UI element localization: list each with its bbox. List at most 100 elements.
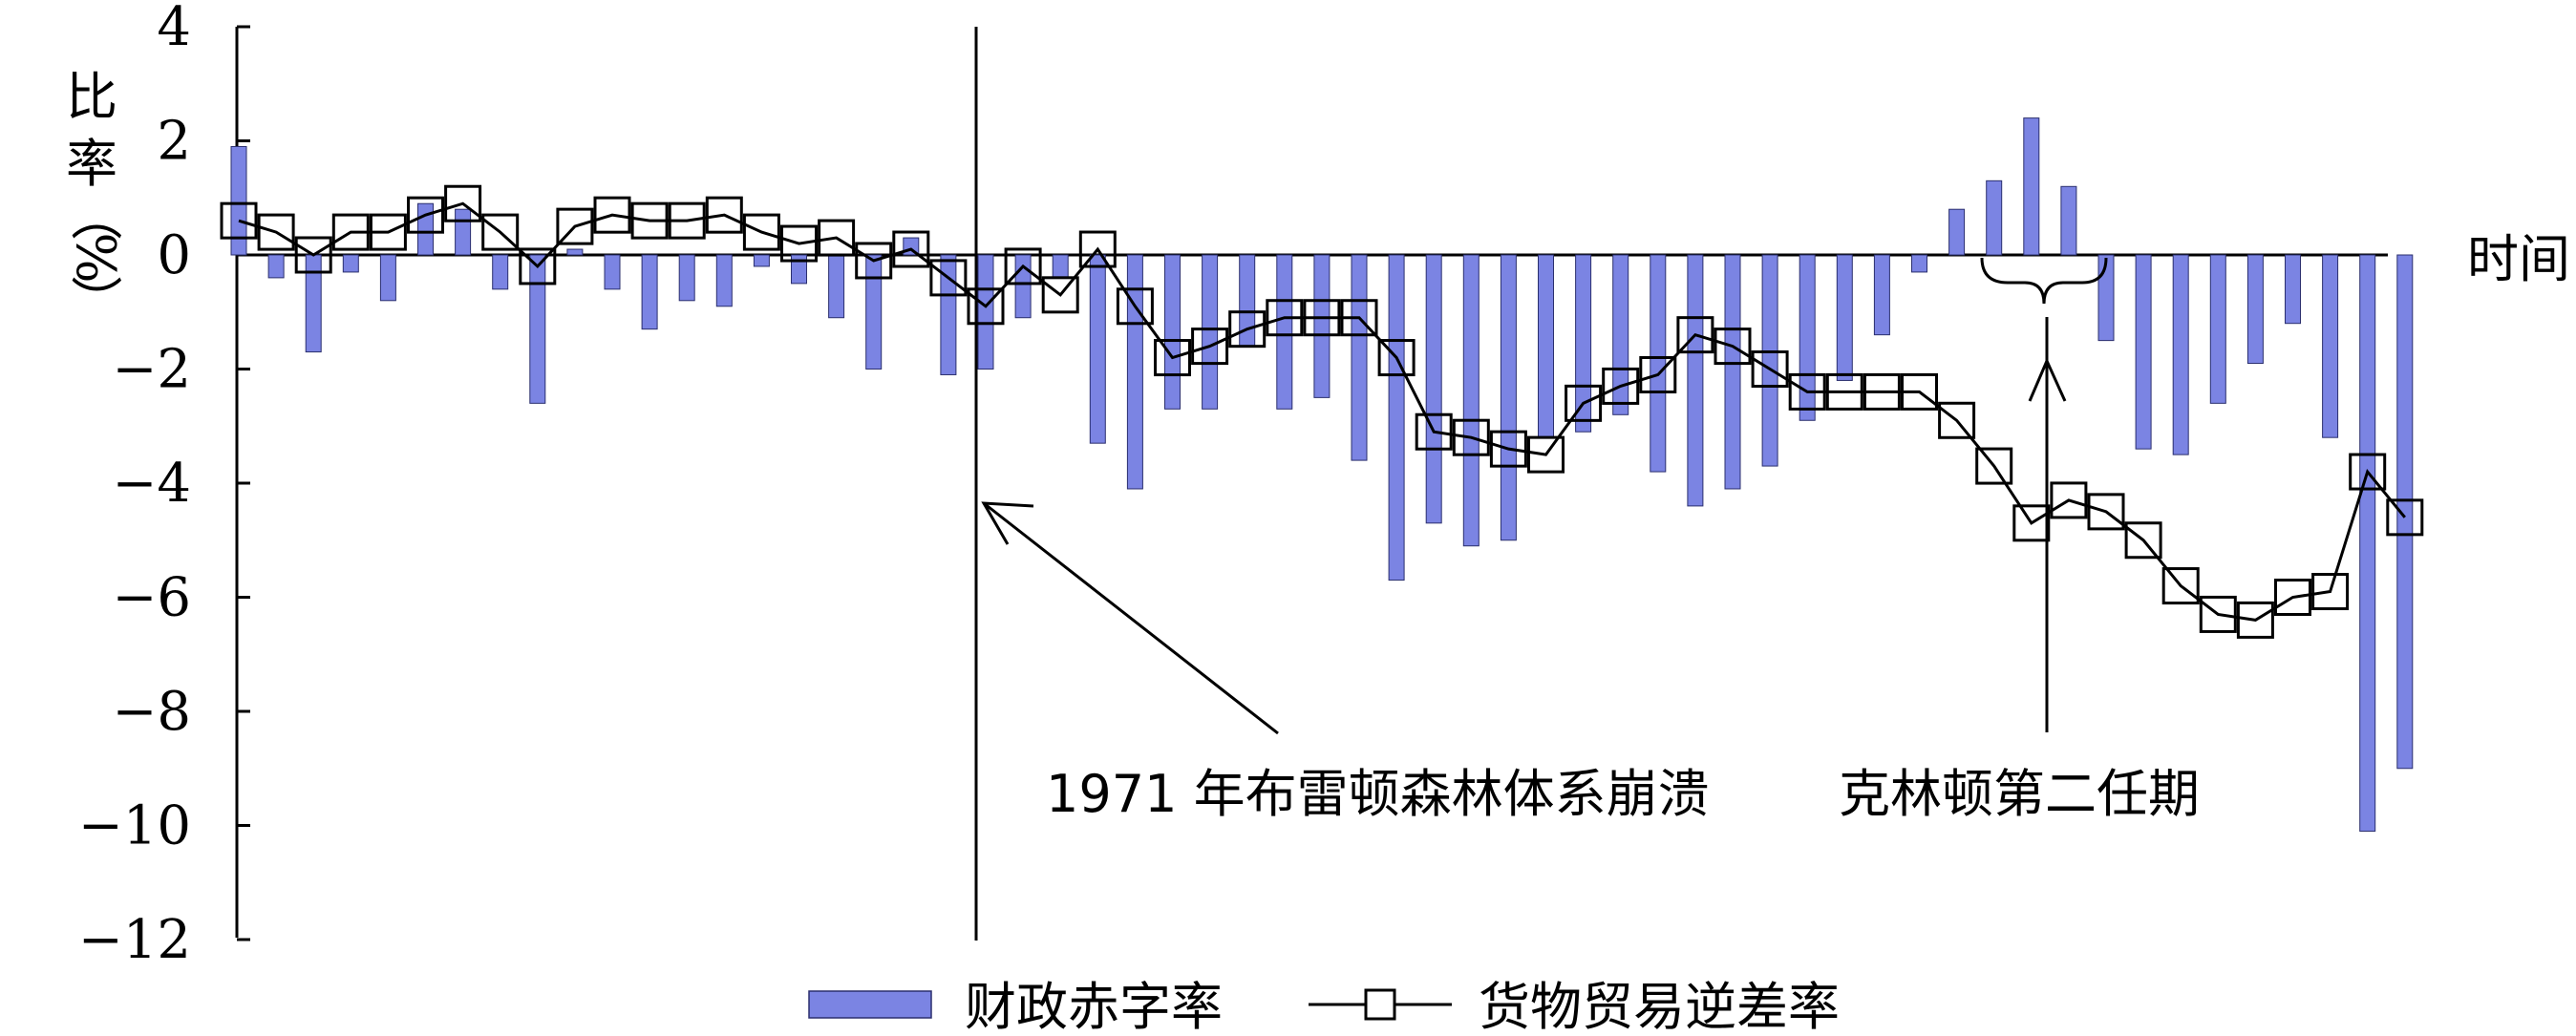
trade-deficit-marker [705, 196, 743, 234]
x-axis-label: 时间 [2467, 229, 2570, 289]
deficit-bar [1799, 254, 1816, 421]
y-tick-label: 2 [157, 111, 191, 173]
trade-deficit-marker [2050, 481, 2088, 519]
trade-deficit-marker [2349, 453, 2387, 491]
trade-deficit-marker [1415, 412, 1453, 451]
deficit-bar [2396, 254, 2414, 770]
trade-deficit-polyline [238, 201, 2406, 622]
trade-deficit-marker [1266, 299, 1304, 337]
y-axis-label-char: ） [65, 275, 125, 327]
deficit-bar [977, 254, 994, 370]
trade-deficit-marker [556, 207, 594, 245]
trade-deficit-marker [1863, 372, 1901, 411]
deficit-bar [2285, 254, 2301, 325]
deficit-bar [2135, 254, 2152, 450]
bretton-woods-arrowhead [981, 501, 1034, 545]
trade-deficit-marker [1788, 372, 1826, 411]
deficit-bar [492, 254, 509, 290]
deficit-bar [791, 254, 807, 285]
deficit-bar [417, 202, 434, 256]
deficit-bar [940, 254, 957, 375]
deficit-bar [1202, 254, 1219, 410]
clinton-brace [1980, 257, 2108, 305]
trade-deficit-marker [1527, 435, 1565, 474]
deficit-bar [2246, 254, 2264, 365]
trade-deficit-marker [444, 184, 482, 222]
trade-deficit-marker [1228, 310, 1267, 349]
deficit-bar [1351, 254, 1368, 461]
deficit-bar [455, 208, 472, 256]
deficit-bar [1388, 254, 1405, 581]
deficit-bar [828, 254, 845, 319]
deficit-bar [1052, 254, 1069, 279]
y-tick-label: 0 [157, 224, 191, 286]
annotation-clinton: 克林顿第二任期 [1839, 764, 2200, 824]
deficit-bar [1313, 254, 1331, 398]
y-axis-label-char: 率 [66, 134, 117, 194]
deficit-bar [1687, 254, 1704, 507]
trade-deficit-marker [818, 219, 856, 257]
trade-deficit-marker [1714, 328, 1752, 366]
deficit-bar [1538, 254, 1554, 438]
trade-deficit-marker [742, 213, 780, 251]
deficit-bar [2322, 254, 2339, 438]
trade-deficit-line [220, 184, 2424, 639]
trade-deficit-marker [2236, 601, 2274, 639]
deficit-bar [1612, 254, 1629, 415]
trade-deficit-marker [1901, 372, 1938, 411]
deficit-bar [230, 145, 247, 256]
y-tick-label: −6 [112, 567, 191, 629]
trade-deficit-marker [780, 224, 818, 263]
deficit-bar [1164, 254, 1181, 410]
deficit-bar [641, 254, 658, 330]
trade-deficit-marker [855, 242, 893, 280]
y-axis-ticks: 4 2 0 −2 −4 −6 −8 −10 −12 [78, 0, 250, 971]
trade-deficit-marker [2087, 493, 2125, 531]
y-tick-label: −4 [112, 453, 191, 515]
deficit-bar [1986, 180, 2003, 256]
deficit-bar [1724, 254, 1741, 490]
annotation-bretton-woods: 1971 年布雷顿森林体系崩溃 [1046, 764, 1710, 824]
y-axis-label: 比 率 （ % ） [64, 67, 126, 327]
deficit-bar [2172, 254, 2189, 455]
y-axis-label-char: % [64, 232, 126, 283]
trade-deficit-marker [2161, 567, 2200, 605]
trade-deficit-marker [519, 247, 557, 285]
deficit-bar [678, 254, 695, 302]
trade-deficit-marker [257, 213, 295, 251]
deficit-bar [1873, 254, 1890, 336]
trade-deficit-marker [1154, 339, 1191, 377]
legend-label-trade: 货物贸易逆差率 [1479, 977, 1840, 1036]
trade-deficit-marker [1489, 430, 1527, 468]
deficit-bar [342, 254, 359, 273]
trade-deficit-marker [2124, 521, 2162, 560]
trade-deficit-marker [1377, 339, 1416, 377]
deficit-bar [379, 254, 396, 302]
deficit-bar [1948, 208, 1966, 256]
trade-deficit-marker [668, 201, 706, 240]
y-tick-label: 4 [157, 0, 191, 58]
deficit-bar [1575, 254, 1592, 433]
deficit-bar [2097, 254, 2115, 342]
deficit-bar [1500, 254, 1517, 541]
deficit-bar [267, 254, 285, 279]
y-tick-label: −2 [112, 339, 191, 401]
bretton-woods-arrow [983, 501, 1279, 735]
deficit-bar [865, 254, 883, 370]
trade-deficit-marker [1041, 276, 1079, 314]
trade-deficit-marker [1452, 418, 1490, 456]
legend-label-deficit: 财政赤字率 [965, 977, 1223, 1036]
y-tick-label: −10 [78, 795, 191, 857]
deficit-bar [566, 248, 584, 256]
trade-deficit-marker [2386, 498, 2424, 537]
trade-deficit-marker [1676, 316, 1714, 354]
trade-deficit-marker [1602, 367, 1640, 405]
trade-deficit-marker [1639, 355, 1677, 393]
trade-deficit-marker [1191, 328, 1229, 366]
trade-deficit-marker [929, 259, 968, 297]
deficit-bar [1089, 254, 1106, 444]
y-axis-label-char: 比 [66, 67, 117, 127]
deficit-bar [1836, 254, 1853, 381]
trade-deficit-marker [1078, 230, 1117, 268]
deficit-bar [1911, 254, 1927, 273]
